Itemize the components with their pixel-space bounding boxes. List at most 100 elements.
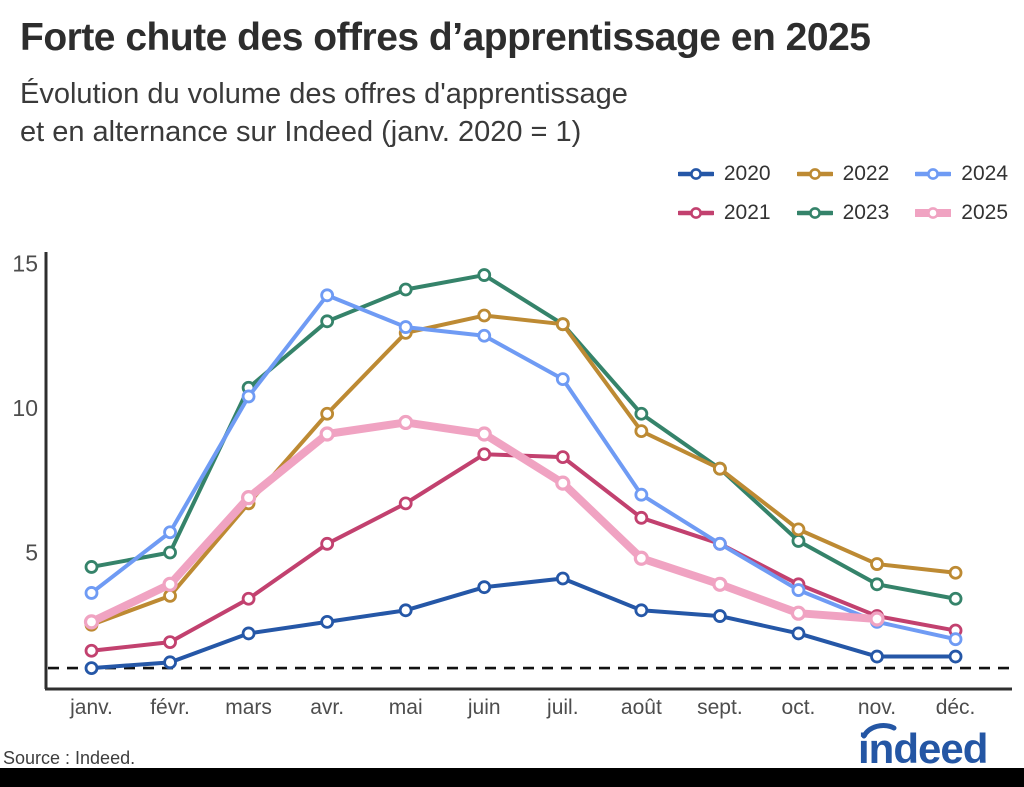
y-tick-label: 5 — [25, 540, 38, 566]
legend-label: 2024 — [961, 162, 1008, 185]
data-point-2024 — [320, 288, 335, 303]
data-point-2023 — [398, 282, 413, 297]
data-point-2020 — [320, 614, 335, 629]
data-point-2025 — [712, 576, 728, 592]
legend-swatch-icon — [915, 207, 952, 219]
series-line-2023 — [89, 273, 958, 601]
data-point-2022 — [948, 565, 963, 580]
legend-row: 2021 2023 2025 — [677, 201, 1008, 225]
x-tick-label: avr. — [310, 696, 344, 719]
data-point-2023 — [84, 560, 99, 574]
x-tick-label: août — [621, 696, 662, 719]
legend-swatch-icon — [796, 168, 833, 180]
legend-item-2020: 2020 — [677, 162, 771, 186]
data-point-2025 — [869, 611, 885, 627]
data-point-2023 — [634, 406, 649, 421]
data-point-2023 — [320, 314, 335, 329]
data-point-2020 — [477, 580, 492, 595]
x-tick-label: janv. — [69, 696, 113, 719]
legend: 2020 2022 2024 2021 2023 2025 — [677, 162, 1008, 225]
data-point-2021 — [241, 591, 256, 606]
legend-label: 2023 — [842, 201, 890, 224]
data-point-2024 — [634, 487, 649, 502]
data-point-2020 — [713, 609, 727, 623]
data-point-2022 — [713, 461, 727, 476]
legend-swatch-icon — [677, 168, 714, 180]
data-point-2022 — [634, 424, 649, 439]
data-point-2025 — [241, 489, 257, 506]
x-tick-label: nov. — [858, 696, 896, 719]
data-point-2023 — [791, 534, 806, 548]
x-tick-label: févr. — [150, 696, 190, 719]
data-point-2021 — [398, 496, 413, 511]
data-point-2020 — [948, 649, 963, 664]
svg-text:indeed: indeed — [858, 725, 987, 770]
data-point-2022 — [555, 317, 570, 332]
x-tick-label: mars — [225, 696, 272, 719]
legend-label: 2021 — [723, 201, 771, 224]
legend-item-2025: 2025 — [915, 201, 1008, 225]
data-point-2024 — [241, 389, 256, 404]
data-point-2021 — [634, 510, 649, 525]
series-line-2022 — [89, 313, 958, 627]
data-point-2022 — [320, 406, 335, 421]
x-tick-label: déc. — [936, 696, 976, 719]
y-tick-label: 15 — [12, 251, 38, 277]
data-point-2024 — [791, 583, 806, 597]
data-point-2020 — [241, 626, 256, 641]
legend-item-2023: 2023 — [796, 201, 890, 225]
legend-label: 2022 — [842, 162, 890, 185]
data-point-2025 — [633, 550, 649, 566]
legend-label: 2020 — [723, 162, 771, 185]
data-point-2022 — [163, 588, 177, 603]
data-point-2025 — [319, 426, 335, 442]
data-point-2024 — [84, 586, 99, 600]
data-point-2024 — [948, 632, 963, 647]
data-point-2024 — [163, 525, 177, 540]
data-point-2021 — [320, 536, 335, 551]
data-point-2023 — [163, 545, 177, 560]
legend-swatch-icon — [677, 207, 714, 219]
indeed-logo: indeed — [858, 723, 988, 770]
data-point-2024 — [555, 372, 570, 387]
legend-item-2024: 2024 — [915, 162, 1008, 186]
data-point-2025 — [398, 414, 414, 431]
data-point-2020 — [791, 626, 806, 641]
data-point-2022 — [477, 308, 492, 323]
x-tick-label: mai — [389, 696, 423, 719]
series-line-2021 — [89, 452, 958, 653]
data-point-2024 — [477, 328, 492, 343]
data-point-2025 — [555, 475, 571, 491]
data-point-2025 — [790, 605, 807, 621]
x-tick-label: juil. — [546, 696, 579, 719]
data-point-2025 — [83, 614, 100, 630]
data-point-2021 — [555, 450, 570, 465]
data-point-2020 — [163, 655, 177, 670]
legend-item-2022: 2022 — [796, 162, 890, 186]
y-tick-label: 10 — [12, 395, 38, 421]
data-point-2024 — [398, 320, 413, 334]
x-tick-label: sept. — [697, 696, 743, 719]
data-point-2020 — [555, 571, 570, 586]
data-point-2020 — [634, 603, 649, 618]
chart-subtitle: Évolution du volume des offres d'apprent… — [20, 78, 628, 148]
data-point-2025 — [476, 426, 492, 442]
data-point-2023 — [477, 268, 492, 282]
legend-item-2021: 2021 — [677, 201, 771, 225]
data-point-2024 — [713, 536, 727, 551]
legend-label: 2025 — [961, 201, 1008, 224]
data-point-2023 — [870, 577, 884, 592]
x-tick-label: oct. — [782, 696, 816, 719]
data-point-2021 — [477, 447, 492, 462]
series-line-2024 — [89, 293, 958, 642]
chart-title: Forte chute des offres d’apprentissage e… — [20, 16, 871, 59]
data-point-2022 — [791, 522, 806, 537]
data-point-2025 — [162, 576, 178, 592]
data-point-2022 — [870, 557, 884, 571]
source-note: Source : Indeed. — [3, 748, 136, 768]
data-point-2020 — [870, 649, 884, 664]
legend-swatch-icon — [915, 168, 952, 180]
legend-swatch-icon — [796, 207, 833, 219]
